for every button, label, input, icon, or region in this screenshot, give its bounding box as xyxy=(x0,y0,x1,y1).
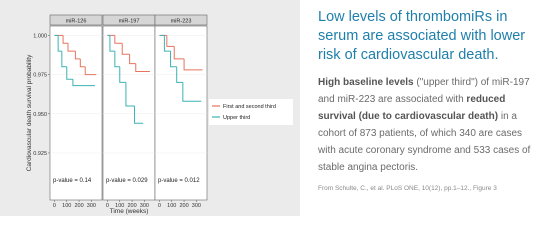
legend-label: Upper third xyxy=(223,115,250,121)
page: {"chart_data": [ {"type": "line", "title… xyxy=(0,0,540,216)
p-value: p-value = 0.012 xyxy=(158,178,200,184)
p-value: p-value = 0.029 xyxy=(106,178,148,184)
survival-step xyxy=(163,35,171,52)
survival-step xyxy=(182,82,202,102)
x-tick-label: 0 xyxy=(158,203,161,209)
body-run: High baseline levels xyxy=(318,77,414,88)
survival-step xyxy=(79,58,86,68)
x-tick-label: 200 xyxy=(127,203,136,209)
headline: Low levels of thrombomiRs in serum are a… xyxy=(318,9,526,63)
source: From Schulte, C., et al. PLoS ONE, 10(12… xyxy=(318,185,497,192)
p-value: p-value = 0.14 xyxy=(53,178,92,184)
body-text: High baseline levels ("upper third") of … xyxy=(318,74,540,176)
survival-step xyxy=(134,105,144,124)
x-tick-label: 300 xyxy=(87,203,96,209)
survival-step xyxy=(84,66,97,76)
y-tick-label: 0.975 xyxy=(33,73,47,79)
x-tick-label: 200 xyxy=(179,203,188,209)
survival-step xyxy=(176,66,183,83)
panel-title: miR-126 xyxy=(66,19,87,25)
survival-step xyxy=(67,43,76,52)
survival-step xyxy=(66,66,73,80)
x-axis-label: Time (weeks) xyxy=(110,208,149,215)
x-tick-label: 300 xyxy=(140,203,149,209)
survival-step xyxy=(57,35,62,52)
survival-step xyxy=(109,35,115,52)
panel xyxy=(49,25,103,201)
legend-label: First and second third xyxy=(223,104,276,110)
survival-step xyxy=(170,51,177,68)
x-tick-label: 100 xyxy=(167,203,176,209)
survival-step xyxy=(74,51,81,60)
survival-step xyxy=(129,54,136,65)
survival-step xyxy=(61,51,67,68)
x-tick-label: 100 xyxy=(115,203,124,209)
survival-step xyxy=(62,35,68,44)
x-tick-label: 0 xyxy=(106,203,109,209)
survival-step xyxy=(125,82,135,107)
panel-title: miR-197 xyxy=(119,19,140,25)
x-tick-label: 100 xyxy=(62,203,71,209)
y-tick-label: 1.000 xyxy=(33,33,47,39)
chart: Cardiovascular death survival probabilit… xyxy=(26,14,293,215)
x-tick-label: 0 xyxy=(53,203,56,209)
y-axis-label: Cardiovascular death survival probabilit… xyxy=(26,54,33,171)
panel-strip xyxy=(49,14,103,26)
survival-step xyxy=(121,43,130,55)
survival-step xyxy=(135,63,150,72)
panel-strip xyxy=(154,14,208,26)
y-tick-label: 0.925 xyxy=(33,151,47,157)
body-run: in a cohort of 873 patients, of which 34… xyxy=(318,111,531,173)
body-run: reduced survival (due to cardiovascular … xyxy=(318,94,506,122)
x-tick-label: 200 xyxy=(74,203,83,209)
y-tick-label: 0.950 xyxy=(33,112,47,118)
body-run: ("upper third") of miR-197 and miR-223 a… xyxy=(318,77,530,105)
panel xyxy=(154,25,208,201)
survival-step xyxy=(72,79,96,87)
panel xyxy=(102,25,156,201)
survival-step xyxy=(114,51,120,68)
x-tick-label: 300 xyxy=(192,203,201,209)
survival-step xyxy=(183,58,203,71)
survival-step xyxy=(173,46,185,60)
survival-step xyxy=(114,35,123,44)
survival-step xyxy=(166,35,175,47)
chart-background: Cardiovascular death survival probabilit… xyxy=(0,0,300,216)
survival-step xyxy=(119,66,126,83)
legend-box xyxy=(209,99,293,125)
panel-title: miR-223 xyxy=(171,19,192,25)
